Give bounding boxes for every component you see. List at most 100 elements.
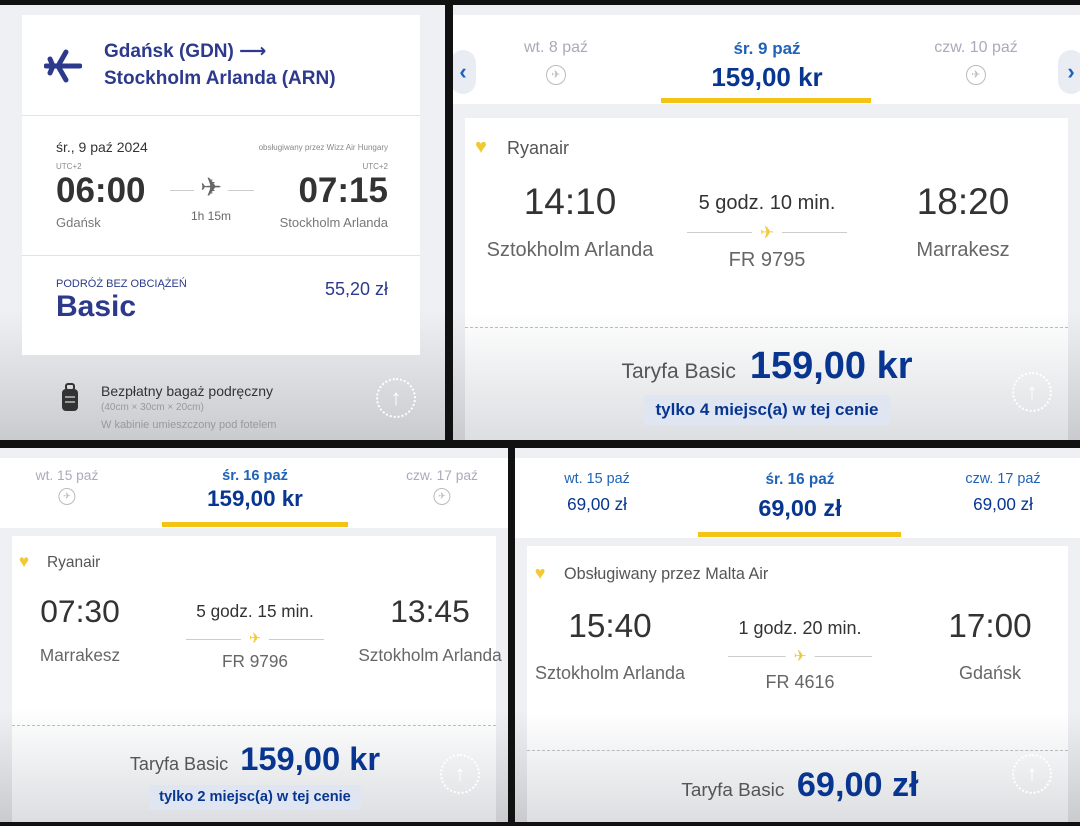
fare-price: 69,00 zł	[796, 766, 919, 804]
arr-timezone: UTC+2	[362, 162, 388, 171]
dashed-divider	[527, 750, 1068, 751]
fare-price: 55,20 zł	[324, 279, 388, 299]
date-tab-price[interactable]: 159,00 kr	[207, 486, 303, 511]
airline-logo: ♥	[534, 563, 546, 583]
plane-icon: ✈	[240, 631, 270, 648]
airline-logo: ♥	[475, 136, 487, 158]
airline-name: Ryanair	[47, 554, 101, 571]
arr-time: 07:15	[298, 171, 388, 210]
duration: 5 godz. 10 min.	[698, 192, 836, 214]
dep-city: Sztokholm Arlanda	[486, 239, 654, 261]
airline-name: Obsługiwany przez Malta Air	[564, 565, 769, 583]
selected-tab-bar	[698, 532, 901, 537]
dep-time: 15:40	[568, 608, 652, 645]
fare-row: Taryfa Basic 159,00 kr	[621, 345, 912, 389]
date-tab-price[interactable]: 69,00 zł	[758, 495, 842, 521]
arr-city: Gdańsk	[958, 663, 1022, 683]
route-from: Gdańsk (GDN) ⟶	[104, 41, 267, 62]
divider	[22, 255, 420, 256]
arr-time: 17:00	[948, 608, 1032, 645]
next-button[interactable]: ›	[1058, 50, 1080, 94]
fare-label: PODRÓŻ BEZ OBCIĄŻEŃ	[56, 278, 187, 290]
dashed-divider	[465, 327, 1068, 328]
selected-tab-bar	[162, 522, 348, 527]
flight-number: FR 9796	[222, 651, 288, 671]
dep-city: Sztokholm Arlanda	[534, 663, 686, 683]
unavailable-icon[interactable]: ✈	[58, 488, 76, 506]
arr-city: Marrakesz	[916, 239, 1010, 261]
fare-price: 159,00 kr	[749, 345, 913, 387]
duration: 1 godz. 20 min.	[738, 617, 862, 638]
duration: 5 godz. 15 min.	[196, 601, 314, 622]
duration: 1h 15m	[190, 209, 232, 223]
fare-row: Taryfa Basic 69,00 zł	[681, 766, 918, 805]
selected-tab-bar	[661, 98, 871, 103]
date-tab-price[interactable]: 159,00 kr	[711, 62, 823, 92]
operator: obsługiwany przez Wizz Air Hungary	[258, 143, 388, 152]
date-tab-label[interactable]: wt. 8 paź	[523, 39, 589, 56]
fare-label: Taryfa Basic	[129, 754, 229, 774]
scroll-up-button[interactable]: ↑	[1012, 754, 1052, 794]
scroll-up-button[interactable]: ↑	[376, 378, 416, 418]
arr-city: Stockholm Arlanda	[279, 215, 388, 230]
fare-name: Basic	[56, 290, 137, 323]
seats-note: tylko 2 miejsc(a) w tej cenie	[148, 785, 362, 811]
dep-city: Gdańsk	[56, 215, 101, 230]
fare-price: 159,00 kr	[240, 740, 381, 777]
date-tabs	[0, 458, 508, 528]
plane-icon: ✈	[751, 223, 783, 243]
flight-card	[12, 536, 496, 822]
date-tab-label[interactable]: śr. 16 paź	[765, 471, 835, 488]
dep-timezone: UTC+2	[56, 162, 82, 171]
airline-logo: ♥	[18, 551, 30, 571]
seats-note: tylko 4 miejsc(a) w tej cenie	[643, 395, 891, 425]
date-tab-label[interactable]: wt. 15 paź	[35, 468, 99, 483]
divider	[22, 115, 420, 116]
arr-time: 18:20	[916, 181, 1010, 222]
date-tabs	[515, 458, 1080, 538]
date-tab-label[interactable]: wt. 15 paź	[564, 471, 630, 487]
fare-row: Taryfa Basic 159,00 kr	[130, 740, 380, 778]
flight-panel: wt. 15 paź ✈ śr. 16 paź 159,00 kr czw. 17 pa…	[0, 448, 508, 822]
dashed-divider	[12, 725, 496, 726]
plane-icon	[44, 49, 82, 83]
flight-panel: wt. 8 paź ✈ śr. 9 paź 159,00 kr czw. 10 paź ✈…	[453, 5, 1080, 440]
unavailable-icon[interactable]: ✈	[546, 65, 566, 85]
date-tab-price[interactable]: 69,00 zł	[567, 495, 627, 514]
scroll-up-button[interactable]: ↑	[440, 754, 480, 794]
dep-time: 07:30	[40, 593, 120, 629]
flight-date: śr., 9 paź 2024	[56, 139, 148, 155]
date-tab-label[interactable]: śr. 9 paź	[733, 39, 801, 58]
dep-city: Marrakesz	[39, 645, 121, 665]
flight-number: FR 4616	[765, 672, 835, 692]
flight-number: FR 9795	[728, 249, 806, 271]
arr-time: 13:45	[390, 593, 470, 629]
scroll-up-button[interactable]: ↑	[1012, 372, 1052, 412]
unavailable-icon[interactable]: ✈	[966, 65, 986, 85]
baggage-icon	[62, 383, 78, 411]
baggage-size: (40cm × 30cm × 20cm)	[101, 402, 204, 413]
date-tabs	[453, 15, 1080, 104]
airline-name: Ryanair	[507, 138, 570, 158]
baggage-note: W kabinie umieszczony pod fotelem	[101, 419, 277, 431]
baggage-title: Bezpłatny bagaż podręczny	[101, 383, 273, 399]
date-tab-label[interactable]: czw. 17 paź	[965, 471, 1041, 487]
dep-time: 06:00	[56, 171, 146, 210]
flight-panel: wt. 15 paź 69,00 zł śr. 16 paź 69,00 zł czw.…	[515, 448, 1080, 822]
prev-button[interactable]: ‹	[453, 50, 476, 94]
booking-summary-panel: Gdańsk (GDN) ⟶ Stockholm Arlanda (ARN) ś…	[0, 5, 445, 440]
unavailable-icon[interactable]: ✈	[433, 488, 451, 506]
date-tab-label[interactable]: czw. 10 paź	[934, 39, 1018, 56]
plane-icon: ✈	[194, 172, 228, 203]
date-tab-price[interactable]: 69,00 zł	[973, 495, 1033, 514]
route-to: Stockholm Arlanda (ARN)	[104, 68, 336, 89]
flight-card	[465, 118, 1068, 440]
date-tab-label[interactable]: czw. 17 paź	[406, 468, 478, 483]
arr-city: Sztokholm Arlanda	[358, 645, 502, 665]
flight-card	[527, 546, 1068, 822]
date-tab-label[interactable]: śr. 16 paź	[222, 468, 288, 484]
fare-label: Taryfa Basic	[621, 360, 736, 383]
dep-time: 14:10	[523, 181, 617, 222]
fare-label: Taryfa Basic	[681, 780, 785, 801]
